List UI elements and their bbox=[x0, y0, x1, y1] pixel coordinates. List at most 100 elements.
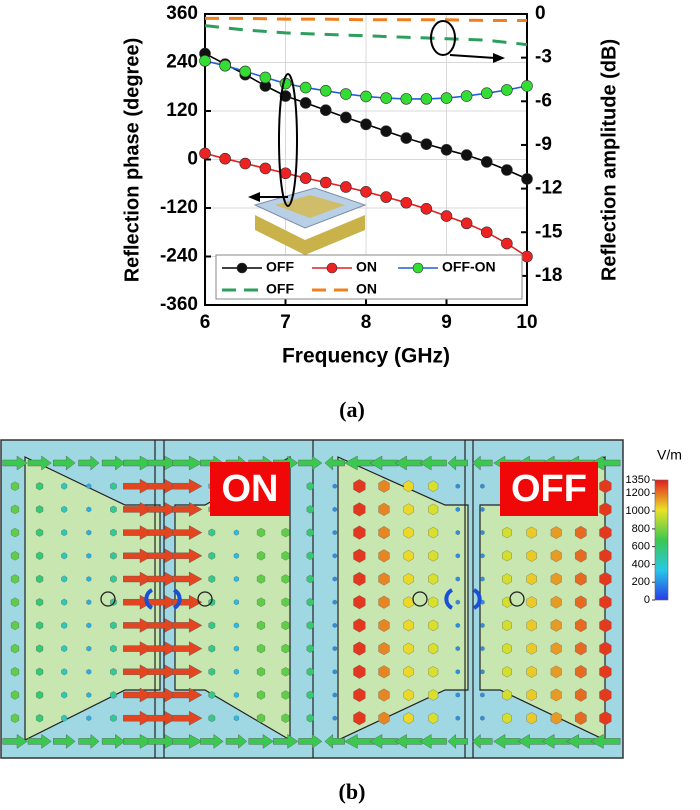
field-arrow bbox=[298, 734, 323, 749]
via bbox=[197, 591, 213, 607]
field-arrow bbox=[172, 664, 203, 680]
marker bbox=[380, 125, 392, 138]
field-cone bbox=[480, 483, 485, 489]
field-cone bbox=[306, 482, 314, 491]
legend-marker bbox=[326, 262, 338, 274]
field-cone bbox=[61, 691, 68, 699]
field-cone bbox=[403, 665, 414, 678]
field-arrow bbox=[123, 478, 154, 494]
field-cone bbox=[110, 575, 117, 583]
field-cone bbox=[86, 483, 92, 489]
marker bbox=[380, 92, 392, 104]
caption-b: (b) bbox=[339, 779, 366, 804]
field-arrow bbox=[78, 733, 100, 749]
field-cone bbox=[403, 480, 414, 493]
field-cone bbox=[550, 595, 562, 609]
field-cone bbox=[378, 572, 390, 586]
field-arrow bbox=[172, 478, 203, 494]
field-cone bbox=[36, 667, 44, 676]
marker bbox=[460, 90, 473, 102]
field-cone bbox=[550, 549, 562, 563]
field-cone bbox=[10, 574, 20, 584]
field-arrow bbox=[172, 571, 203, 587]
field-cone bbox=[110, 668, 117, 676]
marker bbox=[440, 92, 453, 104]
field-arrow bbox=[53, 733, 76, 749]
field-cone bbox=[526, 549, 537, 562]
field-cone bbox=[455, 506, 460, 512]
legend-label: OFF bbox=[266, 259, 294, 275]
field-cone bbox=[86, 645, 92, 652]
x-tick-label: 6 bbox=[200, 312, 211, 333]
field-cone bbox=[428, 526, 439, 539]
field-cone bbox=[110, 644, 117, 653]
field-arrow bbox=[419, 734, 447, 749]
field-cone bbox=[86, 715, 92, 721]
field-cone bbox=[550, 665, 562, 679]
field-cone bbox=[306, 644, 314, 653]
state-label: ON bbox=[222, 468, 279, 510]
field-cone bbox=[36, 644, 44, 653]
y-tick-label: 0 bbox=[187, 149, 198, 170]
field-cone bbox=[502, 527, 512, 539]
field-cone bbox=[575, 641, 587, 656]
field-cone bbox=[10, 551, 20, 561]
field-cone bbox=[36, 621, 44, 630]
field-cone bbox=[110, 505, 117, 514]
marker bbox=[420, 138, 433, 150]
field-arrow bbox=[200, 734, 224, 749]
legend-label: ON bbox=[356, 259, 377, 275]
field-cone bbox=[599, 664, 612, 679]
field-cone bbox=[208, 691, 216, 699]
colorbar bbox=[654, 479, 669, 601]
field-cone bbox=[353, 502, 366, 517]
field-arrow bbox=[324, 733, 345, 749]
field-cone bbox=[428, 573, 439, 585]
field-cone bbox=[208, 575, 216, 583]
marker bbox=[480, 87, 493, 100]
field-cone bbox=[306, 528, 314, 537]
field-arrow bbox=[147, 455, 178, 471]
colorbar-tick-label: 1350 bbox=[626, 474, 650, 486]
field-cone bbox=[61, 668, 68, 676]
legend-label: ON bbox=[356, 281, 377, 297]
marker bbox=[360, 118, 372, 131]
field-arrow bbox=[172, 525, 203, 540]
marker bbox=[219, 59, 231, 72]
field-cone bbox=[281, 713, 290, 723]
field-cone bbox=[575, 549, 587, 563]
field-cone bbox=[550, 619, 562, 632]
marker bbox=[259, 71, 272, 84]
field-arrow bbox=[493, 734, 521, 749]
field-cone bbox=[455, 553, 460, 559]
field-cone bbox=[599, 572, 612, 586]
field-cone bbox=[480, 576, 485, 582]
y-tick-label: -240 bbox=[160, 246, 198, 267]
field-cone bbox=[502, 550, 512, 562]
field-cone bbox=[208, 528, 216, 537]
field-cone bbox=[526, 642, 537, 655]
field-cone bbox=[256, 574, 266, 584]
field-cone bbox=[526, 712, 537, 725]
x-tick-label: 10 bbox=[516, 312, 537, 333]
y-tick-label: -360 bbox=[160, 294, 198, 315]
field-arrow bbox=[2, 455, 28, 471]
field-arrow bbox=[147, 618, 178, 633]
field-arrow bbox=[123, 502, 154, 517]
field-cone bbox=[526, 526, 537, 539]
field-cone bbox=[428, 550, 439, 562]
field-cone bbox=[36, 574, 44, 584]
marker bbox=[420, 93, 433, 105]
field-cone bbox=[502, 573, 512, 585]
y-axis-title: Reflection phase (degree) bbox=[121, 38, 143, 283]
field-cone bbox=[353, 595, 366, 610]
field-arrow bbox=[2, 734, 28, 749]
marker bbox=[521, 173, 533, 185]
field-cone bbox=[208, 644, 216, 653]
field-cone bbox=[61, 505, 68, 513]
field-cone bbox=[575, 665, 587, 679]
field-cone bbox=[575, 688, 587, 702]
field-cone bbox=[61, 575, 68, 583]
field-cone bbox=[281, 574, 290, 584]
diode-field bbox=[444, 588, 482, 610]
